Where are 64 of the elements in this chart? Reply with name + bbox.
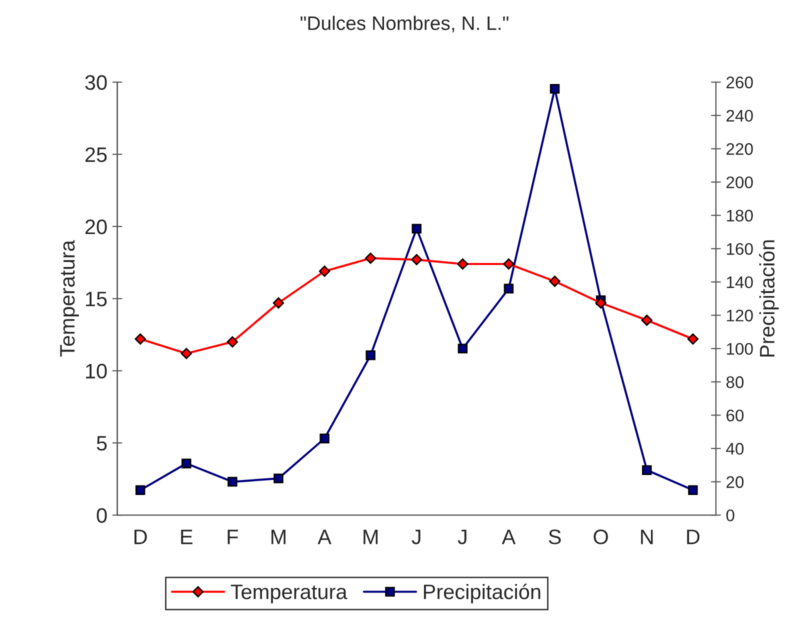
x-tick-label: M — [364, 530, 378, 544]
y-tick-label: 20 — [85, 219, 107, 234]
x-tick-label: M — [272, 530, 286, 544]
x-tick-label: S — [548, 530, 561, 544]
x-tick-label: J — [412, 530, 420, 544]
y2-tick-label: 120 — [726, 310, 753, 322]
point — [135, 485, 146, 495]
point — [180, 348, 192, 360]
y2-tick-label: 40 — [726, 442, 744, 455]
point — [457, 258, 468, 270]
point — [182, 458, 192, 468]
y2-tick-label: 160 — [726, 243, 753, 255]
y2-axis-title: Precipitación — [759, 240, 779, 357]
point — [274, 474, 284, 484]
y2-tick-label: 200 — [726, 176, 753, 188]
y2-tick-label: 0 — [726, 509, 734, 522]
y-tick-label: 15 — [86, 292, 107, 306]
point — [366, 350, 376, 360]
point — [642, 465, 652, 475]
y2-tick-label: 240 — [726, 110, 753, 122]
point — [687, 333, 699, 345]
y-tick-label: 25 — [85, 147, 107, 162]
y2-tick-label: 180 — [726, 210, 753, 222]
x-tick-label: F — [228, 530, 238, 544]
x-tick-label: D — [687, 530, 700, 544]
y2-tick-label: 140 — [726, 276, 753, 288]
x-tick-label: A — [318, 530, 332, 544]
point — [228, 476, 238, 487]
x-tick-label: N — [641, 530, 653, 544]
point — [550, 84, 560, 94]
point — [504, 284, 514, 294]
y2-tick-label: 80 — [726, 376, 744, 388]
x-tick-label: A — [502, 530, 516, 544]
x-tick-label: D — [134, 530, 147, 544]
y2-tick-label: 100 — [726, 342, 753, 355]
x-tick-label: E — [181, 530, 192, 544]
y2-tick-label: 60 — [726, 410, 744, 422]
y2-tick-label: 260 — [726, 76, 753, 88]
y2-tick-label: 20 — [726, 476, 744, 488]
legend-label: Precipitación — [424, 584, 540, 604]
legend-label: Temperatura — [230, 584, 348, 604]
point — [364, 252, 376, 264]
point — [503, 258, 514, 270]
y-tick-label: 10 — [86, 364, 107, 379]
x-tick-label: J — [458, 530, 466, 544]
point — [226, 336, 238, 348]
point — [458, 344, 468, 354]
y-tick-label: 5 — [96, 436, 107, 451]
x-tick-label: O — [594, 530, 608, 544]
y-tick-label: 0 — [96, 508, 107, 523]
y2-tick-label: 220 — [726, 143, 753, 155]
point — [641, 314, 652, 326]
point — [411, 254, 422, 266]
y-tick-label: 30 — [85, 75, 107, 90]
point — [134, 333, 146, 345]
y-axis-title: Temperatura — [60, 240, 79, 357]
point — [595, 297, 606, 309]
point — [272, 297, 284, 309]
chart-title: "Dulces Nombres, N. L." — [300, 16, 508, 32]
point — [412, 224, 422, 234]
point — [688, 485, 698, 495]
point — [320, 434, 330, 444]
point — [549, 276, 560, 287]
point — [318, 266, 330, 277]
